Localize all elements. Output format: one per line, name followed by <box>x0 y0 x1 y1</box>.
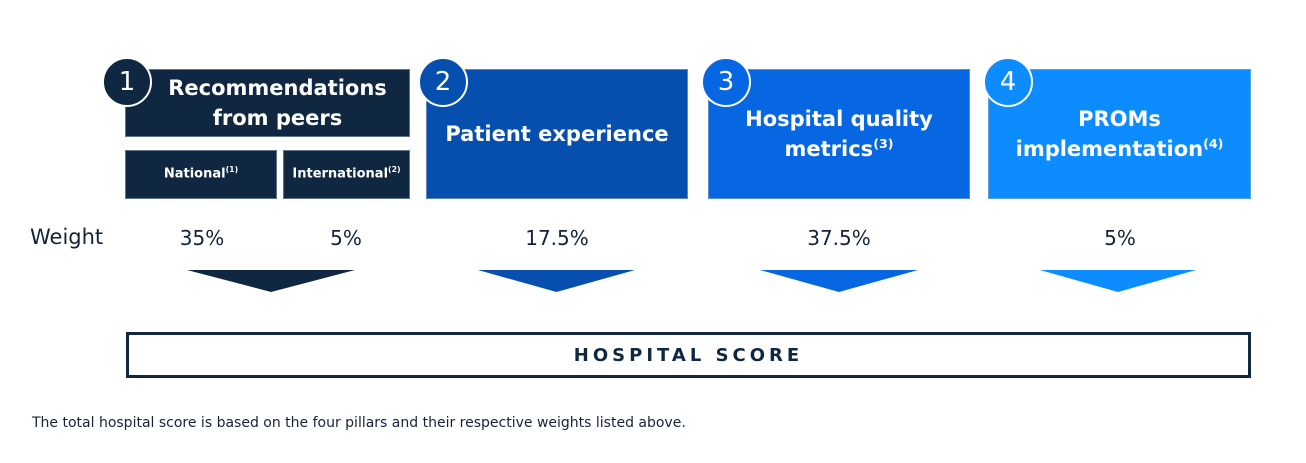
weight-label: Weight <box>30 225 104 249</box>
step-4-badge: 4 <box>983 57 1033 107</box>
pillar-2-box: Patient experience <box>426 69 688 199</box>
pillar-2-title: Patient experience <box>445 122 669 146</box>
weight-proms: 5% <box>1104 226 1136 250</box>
pillar-1-title: Recommendations from peers <box>168 76 387 130</box>
national-note: (1) <box>225 165 239 175</box>
pillar-3-box: Hospital quality metrics(3) <box>708 69 970 199</box>
step-1-badge: 1 <box>102 57 152 107</box>
arrow-down-4 <box>1040 270 1196 292</box>
pillar-1-international-box: International(2) <box>283 150 410 199</box>
international-label: International <box>292 166 389 182</box>
international-note: (2) <box>388 165 401 175</box>
step-2-badge: 2 <box>418 57 468 107</box>
weight-national: 35% <box>179 226 225 250</box>
pillar-4-box: PROMs implementation(4) <box>988 69 1251 199</box>
hospital-score-label: HOSPITAL SCORE <box>573 344 804 366</box>
arrow-down-1 <box>187 270 355 292</box>
pillar-3-title: Hospital quality metrics(3) <box>745 107 933 161</box>
caption: The total hospital score is based on the… <box>32 415 686 431</box>
national-text: National(1) <box>164 166 238 182</box>
international-text: International(2) <box>292 166 400 182</box>
pillar-1-box: Recommendations from peers <box>125 69 410 137</box>
weight-patient-experience: 17.5% <box>525 226 589 250</box>
pillar-1-national-box: National(1) <box>125 150 277 199</box>
weight-international: 5% <box>330 226 362 250</box>
national-label: National <box>163 166 226 182</box>
weight-quality-metrics: 37.5% <box>807 226 871 250</box>
step-3-badge: 3 <box>701 57 751 107</box>
arrow-down-2 <box>478 270 635 292</box>
pillar-4-title: PROMs implementation(4) <box>1015 107 1224 161</box>
hospital-score-box: HOSPITAL SCORE <box>126 332 1251 378</box>
arrow-down-3 <box>760 270 918 292</box>
